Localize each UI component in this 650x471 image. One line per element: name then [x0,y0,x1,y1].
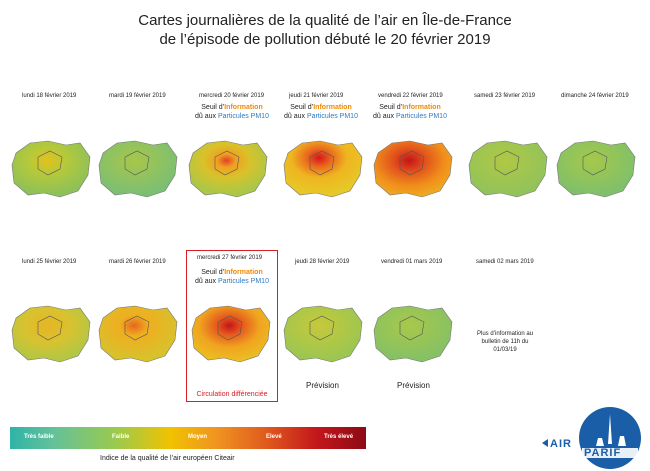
map-day-7 [556,140,636,198]
prevision-label-01: Prévision [397,381,430,390]
seuil-note-22: Seuil d’Information dû aux Particules PM… [373,104,447,120]
scale-label-very-high: Très élevé [324,434,354,440]
day-label-12: vendredi 01 mars 2019 [381,259,443,265]
scale-caption: Indice de la qualité de l’air européen C… [100,455,235,462]
eiffel-tower-icon [608,414,612,444]
day-label-6: samedi 23 février 2019 [474,93,536,99]
day-label-10: mercredi 27 février 2019 [197,255,263,261]
circulation-label: Circulation différenciée [196,391,268,398]
arrow-icon [542,439,548,447]
day-label-1: lundi 18 février 2019 [22,93,77,99]
map-day-9 [98,305,178,363]
map-day-4 [283,140,363,198]
map-day-1 [11,140,91,198]
scale-label-medium: Moyen [188,434,208,440]
airparif-logo: AIR PARIF [542,407,641,469]
info-note: Plus d’information au bulletin de 11h du… [476,331,534,353]
day-label-3: mercredi 20 février 2019 [199,93,265,99]
scale-label-low: Faible [112,434,130,440]
map-day-11 [283,305,363,363]
seuil-note-21: Seuil d’Information dû aux Particules PM… [284,104,358,120]
air-quality-scale-bar [10,427,366,449]
scale-label-high: Elevé [266,434,282,440]
logo-text-parif: PARIF [584,447,621,459]
circulation-highlight-box [186,250,278,402]
map-day-12 [373,305,453,363]
seuil-note-27: Seuil d’Information dû aux Particules PM… [195,269,269,285]
day-label-4: jeudi 21 février 2019 [289,93,344,99]
day-label-2: mardi 19 février 2019 [109,93,166,99]
map-day-8 [11,305,91,363]
day-label-5: vendredi 22 février 2019 [378,93,443,99]
map-day-3 [188,140,268,198]
map-day-10 [191,305,271,363]
day-label-7: dimanche 24 février 2019 [561,93,629,99]
prevision-label-28: Prévision [306,381,339,390]
page-title-line-2: de l’épisode de pollution débuté le 20 f… [159,31,491,48]
map-day-5 [373,140,453,198]
seuil-note-20: Seuil d’Information dû aux Particules PM… [195,104,269,120]
day-label-11: jeudi 28 février 2019 [295,259,350,265]
day-label-9: mardi 26 février 2019 [109,259,166,265]
day-label-13: samedi 02 mars 2019 [476,259,534,265]
page-title-line-1: Cartes journalières de la qualité de l’a… [138,12,512,29]
map-day-6 [468,140,548,198]
logo-text-air: AIR [550,438,572,450]
scale-label-very-low: Très faible [24,434,54,440]
day-label-8: lundi 25 février 2019 [22,259,77,265]
map-day-2 [98,140,178,198]
